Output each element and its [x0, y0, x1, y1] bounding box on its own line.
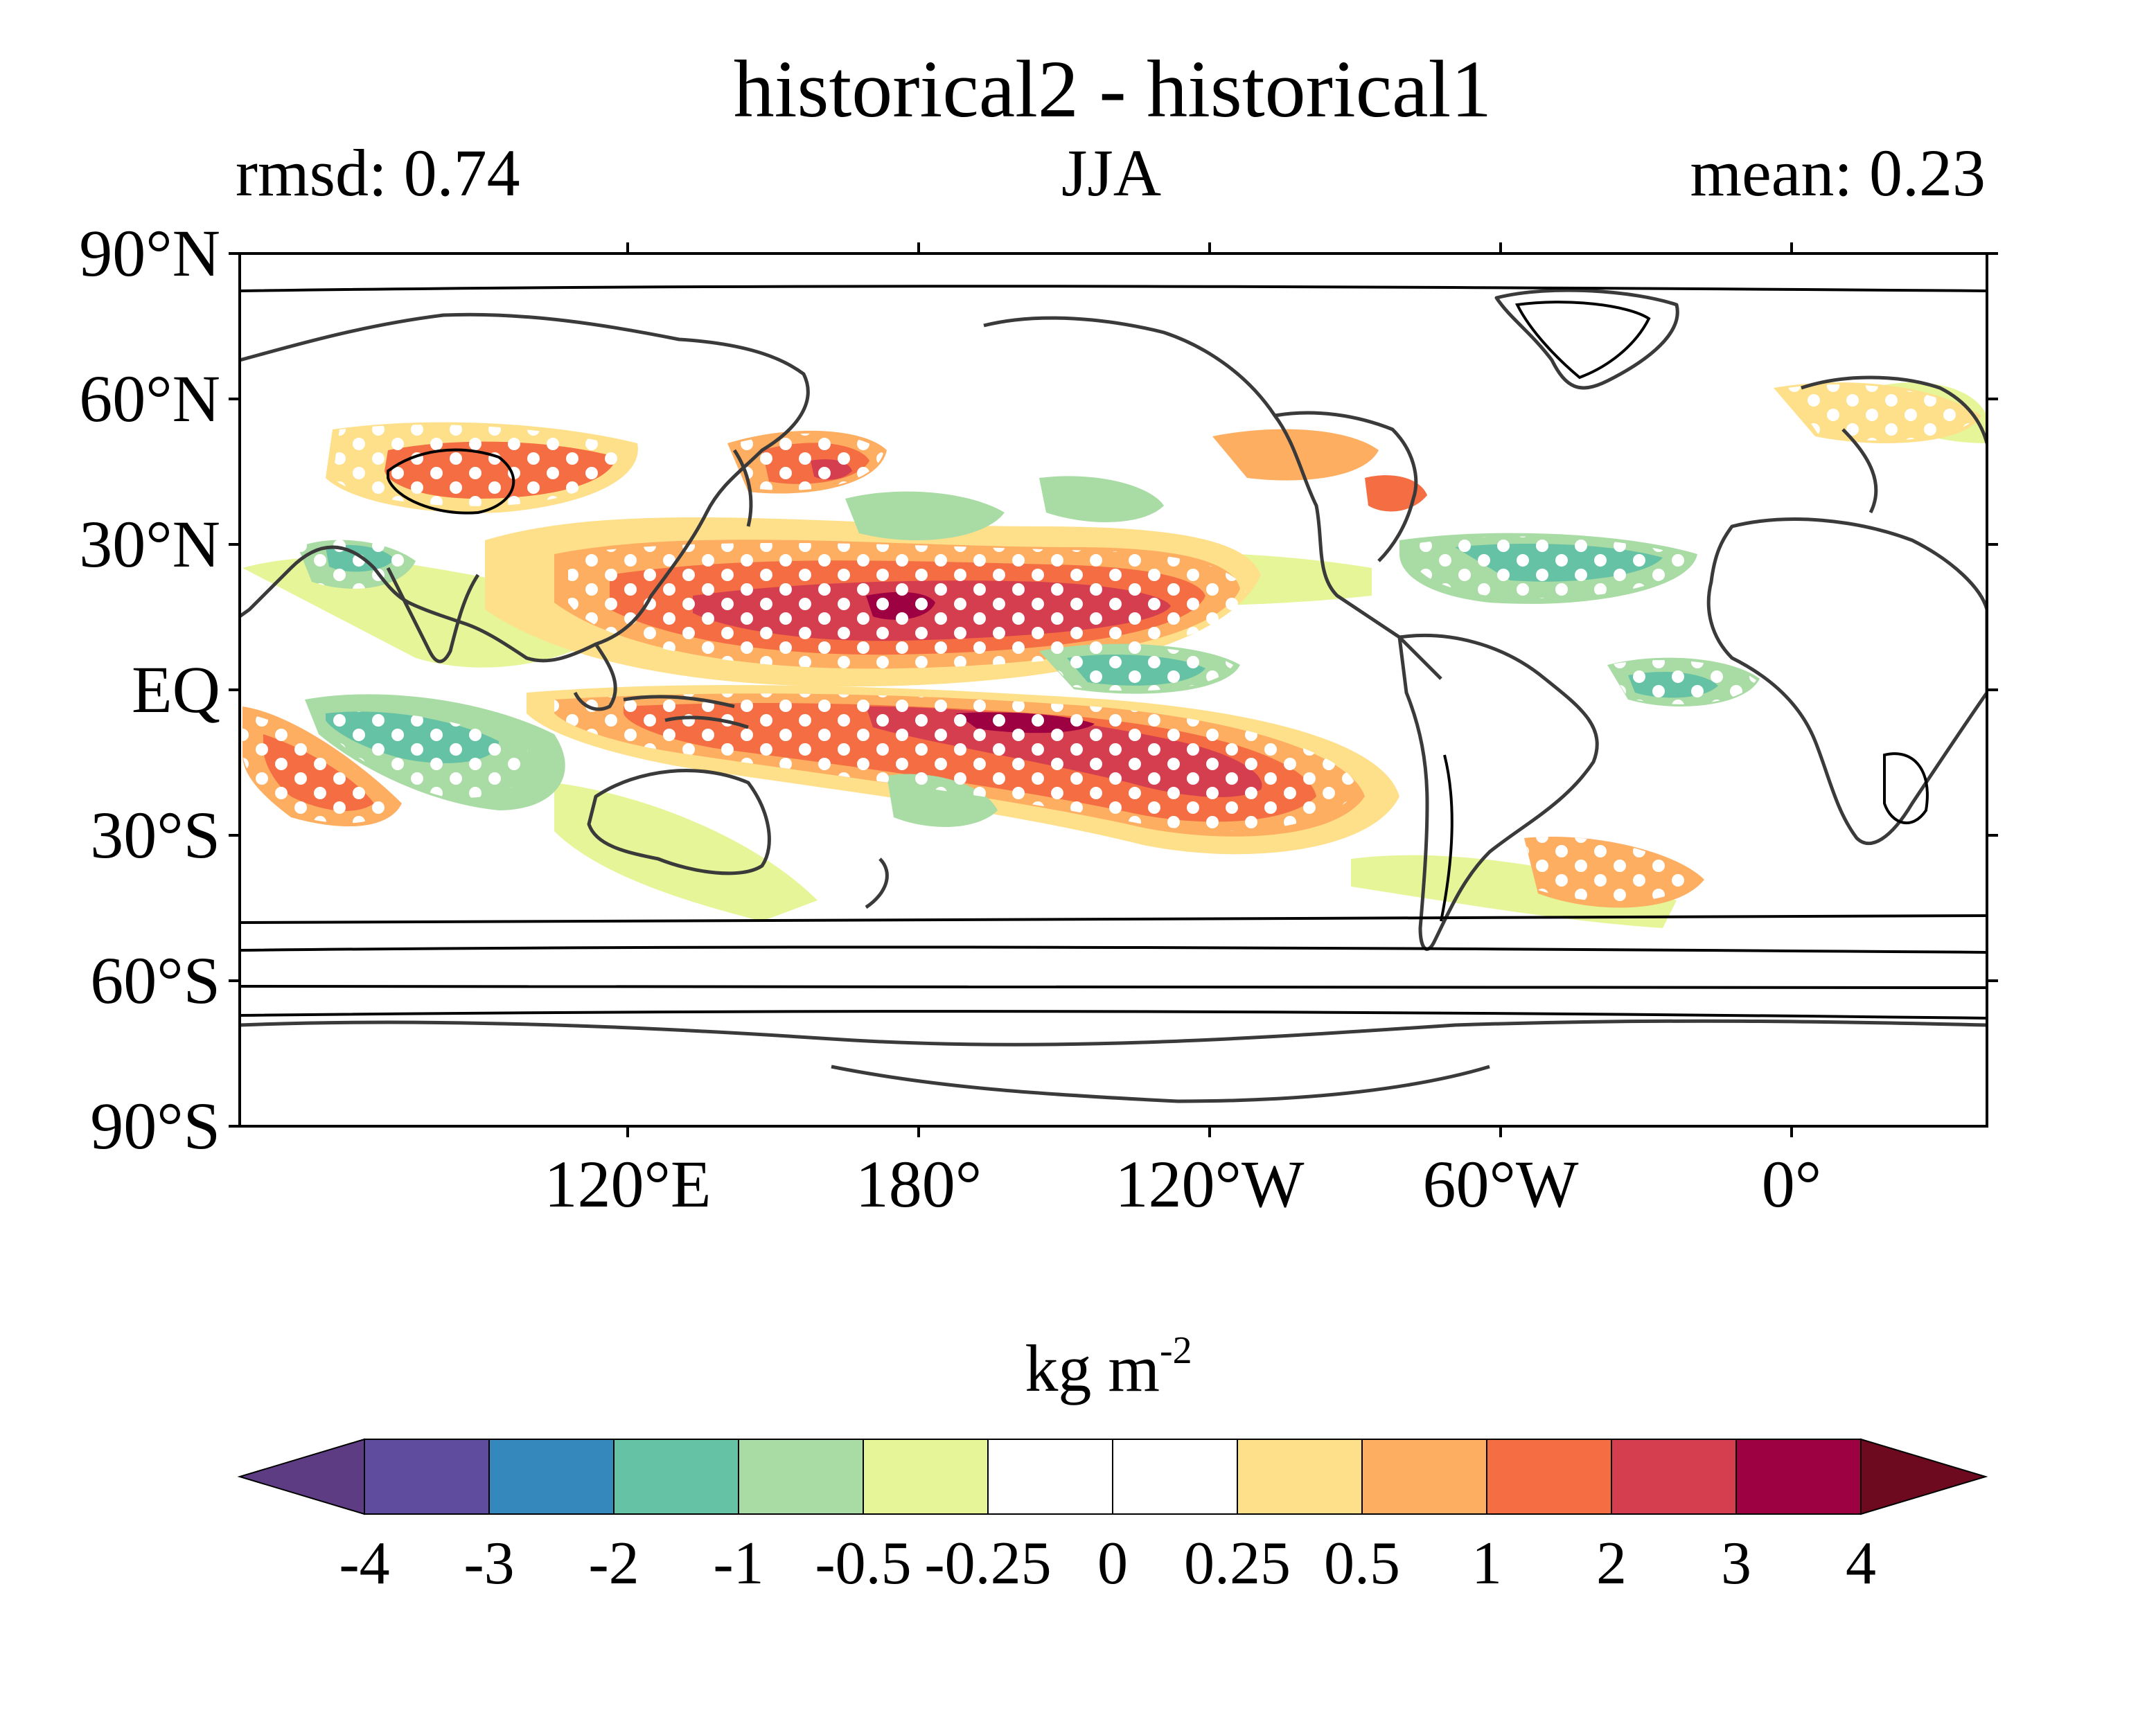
colorbar-units-exponent: -2 [1160, 1329, 1192, 1372]
center-string-season: JJA [1061, 136, 1161, 210]
colorbar-units-base: kg m [1025, 1331, 1160, 1405]
lat-label: 60°S [90, 943, 220, 1017]
lon-label: 120°W [1115, 1147, 1305, 1221]
colorbar-tick-label: 0.5 [1324, 1530, 1400, 1597]
colorbar-box [1361, 1439, 1487, 1515]
lon-label: 120°E [544, 1147, 711, 1221]
axis-ticks [229, 242, 1998, 1137]
significance-stippling [242, 384, 1978, 902]
colorbar-tick-label: 4 [1846, 1530, 1876, 1597]
lon-label: 180° [856, 1147, 982, 1221]
lat-label: EQ [132, 652, 220, 727]
longitude-labels: 120°E 180° 120°W 60°W 0° [544, 1147, 1821, 1221]
lat-label: 30°S [90, 798, 220, 872]
colorbar-extend-low [237, 1438, 365, 1515]
colorbar-tick-label: 2 [1596, 1530, 1627, 1597]
colorbar-box [987, 1439, 1113, 1515]
colorbar-box [613, 1439, 739, 1515]
colorbar-box [738, 1439, 864, 1515]
colorbar-box [488, 1439, 615, 1515]
right-string-mean: mean: 0.23 [1690, 136, 1986, 210]
colorbar-tick-label: -1 [713, 1530, 763, 1597]
coastlines [240, 288, 1987, 1103]
lon-label: 0° [1762, 1147, 1821, 1221]
map-panel [240, 253, 1987, 1126]
colorbar-box [1611, 1439, 1737, 1515]
colorbar-labels: -4 -3 -2 -1 -0.5 -0.25 0 0.25 0.5 1 2 3 4 [339, 1530, 1876, 1597]
colorbar-tick-label: -4 [339, 1530, 389, 1597]
colorbar-box [1237, 1439, 1363, 1515]
colorbar-tick-label: -0.25 [924, 1530, 1051, 1597]
colorbar-box [1112, 1439, 1238, 1515]
colorbar [237, 1438, 1988, 1515]
lat-label: 60°N [79, 362, 220, 436]
lat-label: 30°N [79, 507, 220, 581]
lat-label: 90°N [79, 216, 220, 290]
colorbar-box [1486, 1439, 1612, 1515]
figure-title: historical2 - historical1 [734, 44, 1492, 134]
colorbar-units: kg m-2 [1025, 1329, 1192, 1405]
lon-label: 60°W [1423, 1147, 1579, 1221]
colorbar-tick-label: 0 [1097, 1530, 1128, 1597]
colorbar-tick-label: -2 [588, 1530, 639, 1597]
colorbar-tick-label: 1 [1472, 1530, 1502, 1597]
colorbar-box [863, 1439, 989, 1515]
colorbar-tick-label: -0.5 [815, 1530, 911, 1597]
colorbar-tick-label: 3 [1721, 1530, 1751, 1597]
colorbar-box [1735, 1439, 1862, 1515]
colorbar-tick-label: -3 [463, 1530, 514, 1597]
lat-label: 90°S [90, 1089, 220, 1163]
latitude-labels: 90°N 60°N 30°N EQ 30°S 60°S 90°S [79, 216, 220, 1163]
colorbar-box [364, 1439, 490, 1515]
left-string-rmsd: rmsd: 0.74 [236, 136, 520, 210]
colorbar-tick-label: 0.25 [1184, 1530, 1291, 1597]
colorbar-extend-high [1860, 1438, 1988, 1515]
